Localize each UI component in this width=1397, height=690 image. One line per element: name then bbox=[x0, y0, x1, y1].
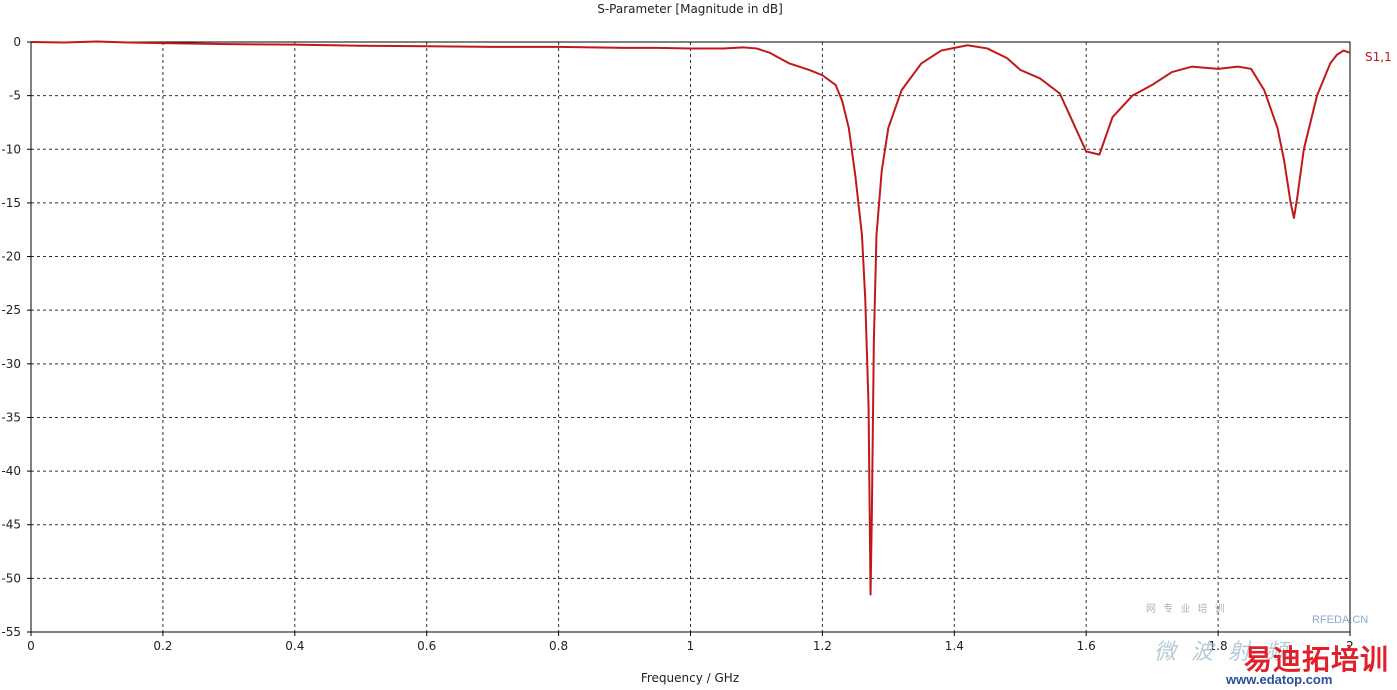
x-tick-label: 1.8 bbox=[1209, 639, 1228, 653]
y-tick-label: -30 bbox=[1, 357, 21, 371]
x-tick-label: 1.6 bbox=[1077, 639, 1096, 653]
x-tick-label: 0.8 bbox=[549, 639, 568, 653]
legend-series-label: S1,1 bbox=[1365, 50, 1392, 64]
x-tick-label: 1 bbox=[687, 639, 695, 653]
y-tick-label: -55 bbox=[1, 625, 21, 639]
x-tick-label: 1.4 bbox=[945, 639, 964, 653]
y-tick-label: -25 bbox=[1, 303, 21, 317]
y-tick-label: -35 bbox=[1, 410, 21, 424]
y-tick-label: -15 bbox=[1, 196, 21, 210]
x-tick-label: 0 bbox=[27, 639, 35, 653]
x-tick-label: 0.4 bbox=[285, 639, 304, 653]
y-tick-label: -40 bbox=[1, 464, 21, 478]
y-tick-label: 0 bbox=[13, 35, 21, 49]
x-axis-label: Frequency / GHz bbox=[641, 671, 739, 685]
y-tick-label: -45 bbox=[1, 518, 21, 532]
y-tick-label: -20 bbox=[1, 250, 21, 264]
x-tick-label: 0.6 bbox=[417, 639, 436, 653]
y-tick-label: -5 bbox=[9, 89, 21, 103]
x-tick-label: 2 bbox=[1346, 639, 1354, 653]
chart-title: S-Parameter [Magnitude in dB] bbox=[597, 2, 783, 16]
grid-lines bbox=[31, 42, 1350, 632]
x-tick-label: 0.2 bbox=[153, 639, 172, 653]
series-line-s11 bbox=[30, 40, 1351, 596]
axis-ticks: 0 0.2 0.4 0.6 0.8 1 1.2 1.4 1.6 1.8 2 0 -5 -10 -15 -20 -… bbox=[1, 35, 1353, 653]
y-tick-label: -50 bbox=[1, 571, 21, 585]
series-layer bbox=[30, 40, 1351, 596]
x-tick-label: 1.2 bbox=[813, 639, 832, 653]
plot-frame bbox=[30, 41, 1351, 633]
y-tick-label: -10 bbox=[1, 142, 21, 156]
